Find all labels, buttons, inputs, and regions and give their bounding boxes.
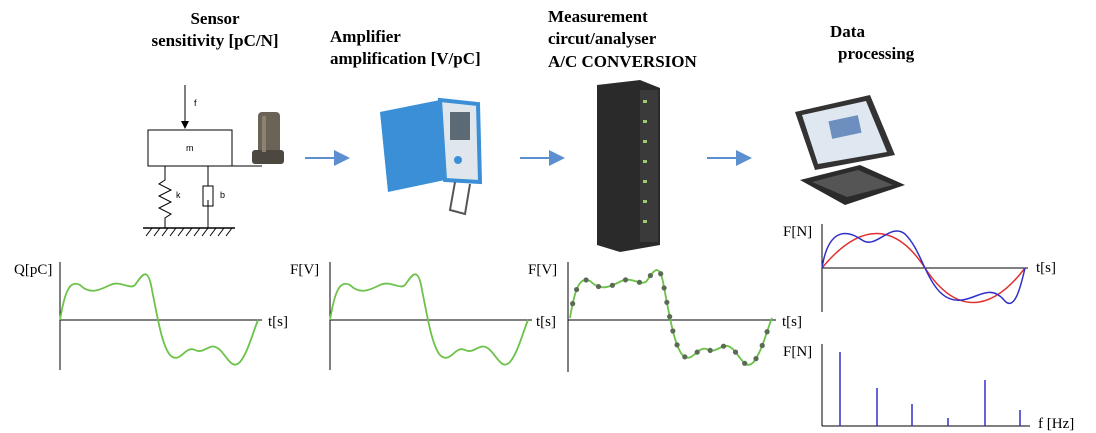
y-axis-label: Q[pC] bbox=[14, 262, 52, 278]
stage-title: processing bbox=[838, 44, 915, 63]
plot-spectrum: F[N] f [Hz] bbox=[783, 344, 1074, 432]
sample-dot bbox=[636, 279, 643, 285]
sample-dot bbox=[570, 301, 576, 307]
y-axis-label: F[N] bbox=[783, 224, 812, 240]
stage-title: sensitivity [pC/N] bbox=[151, 31, 278, 50]
sample-dot bbox=[694, 349, 700, 355]
sample-dot bbox=[609, 282, 616, 288]
mass-label: m bbox=[186, 143, 194, 153]
x-axis-label: f [Hz] bbox=[1038, 416, 1074, 432]
sample-dot bbox=[664, 299, 670, 305]
computer-icon bbox=[795, 95, 905, 205]
plot-force-time: F[N] t[s] bbox=[783, 224, 1056, 312]
y-axis-label: F[N] bbox=[783, 344, 812, 360]
y-axis-label: F[V] bbox=[290, 262, 319, 278]
amplifier-icon bbox=[380, 97, 483, 216]
stage-title: Measurement bbox=[548, 7, 648, 26]
damper-label: b bbox=[220, 190, 225, 200]
spring-label: k bbox=[176, 190, 181, 200]
sample-dot bbox=[764, 329, 770, 335]
x-axis-label: t[s] bbox=[536, 314, 556, 330]
x-axis-label: t[s] bbox=[268, 314, 288, 330]
sample-dot bbox=[759, 342, 765, 349]
plot-sampled: F[V] t[s] bbox=[528, 262, 802, 372]
sample-dot bbox=[622, 277, 629, 283]
sample-dot bbox=[583, 277, 589, 283]
stage-title: Data bbox=[830, 22, 865, 41]
sample-dot bbox=[674, 342, 680, 348]
sensor-icon bbox=[252, 112, 284, 164]
stage-title: A/C CONVERSION bbox=[548, 52, 697, 71]
stage-title: Amplifier bbox=[330, 27, 401, 46]
sample-dot bbox=[667, 314, 673, 320]
x-axis-label: t[s] bbox=[782, 314, 802, 330]
stage-title: amplification [V/pC] bbox=[330, 49, 481, 68]
sample-dot bbox=[707, 347, 713, 354]
y-axis-label: F[V] bbox=[528, 262, 557, 278]
plot-charge: Q[pC] t[s] bbox=[14, 262, 288, 370]
mechanical-model: f m k b bbox=[143, 85, 262, 237]
sample-dot bbox=[647, 272, 654, 279]
sample-dot bbox=[573, 286, 580, 293]
plot-voltage: F[V] t[s] bbox=[290, 262, 556, 370]
sample-dot bbox=[658, 271, 664, 277]
stage-title: Sensor bbox=[190, 9, 240, 28]
sample-dot bbox=[595, 283, 602, 290]
x-axis-label: t[s] bbox=[1036, 260, 1056, 276]
sample-dot bbox=[661, 285, 667, 291]
stage-title: circut/analyser bbox=[548, 29, 657, 48]
sample-dot bbox=[753, 356, 759, 362]
analyser-icon bbox=[597, 80, 660, 252]
sample-dot bbox=[670, 328, 676, 334]
sample-dot bbox=[720, 343, 727, 349]
sample-dot bbox=[732, 349, 739, 355]
sample-dot bbox=[742, 360, 748, 366]
force-label: f bbox=[194, 98, 197, 108]
sample-dot bbox=[682, 354, 688, 360]
